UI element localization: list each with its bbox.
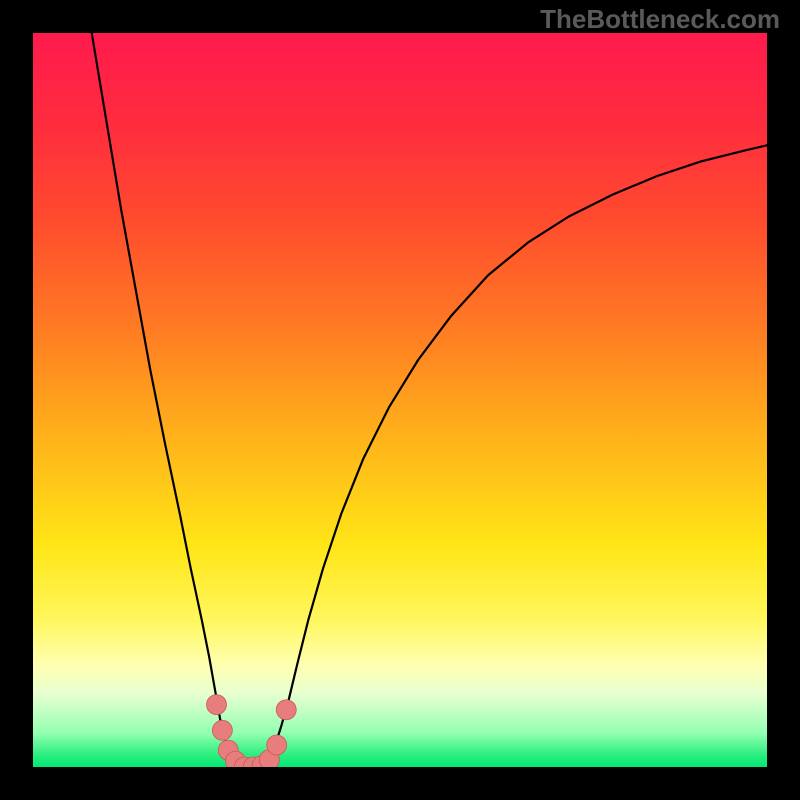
data-marker <box>276 700 296 720</box>
plot-area <box>33 33 767 767</box>
attribution-label: TheBottleneck.com <box>540 4 780 35</box>
data-marker <box>267 735 287 755</box>
chart-svg <box>33 33 767 767</box>
gradient-background <box>33 33 767 767</box>
chart-frame: TheBottleneck.com <box>0 0 800 800</box>
data-marker <box>207 695 227 715</box>
data-marker <box>212 720 232 740</box>
